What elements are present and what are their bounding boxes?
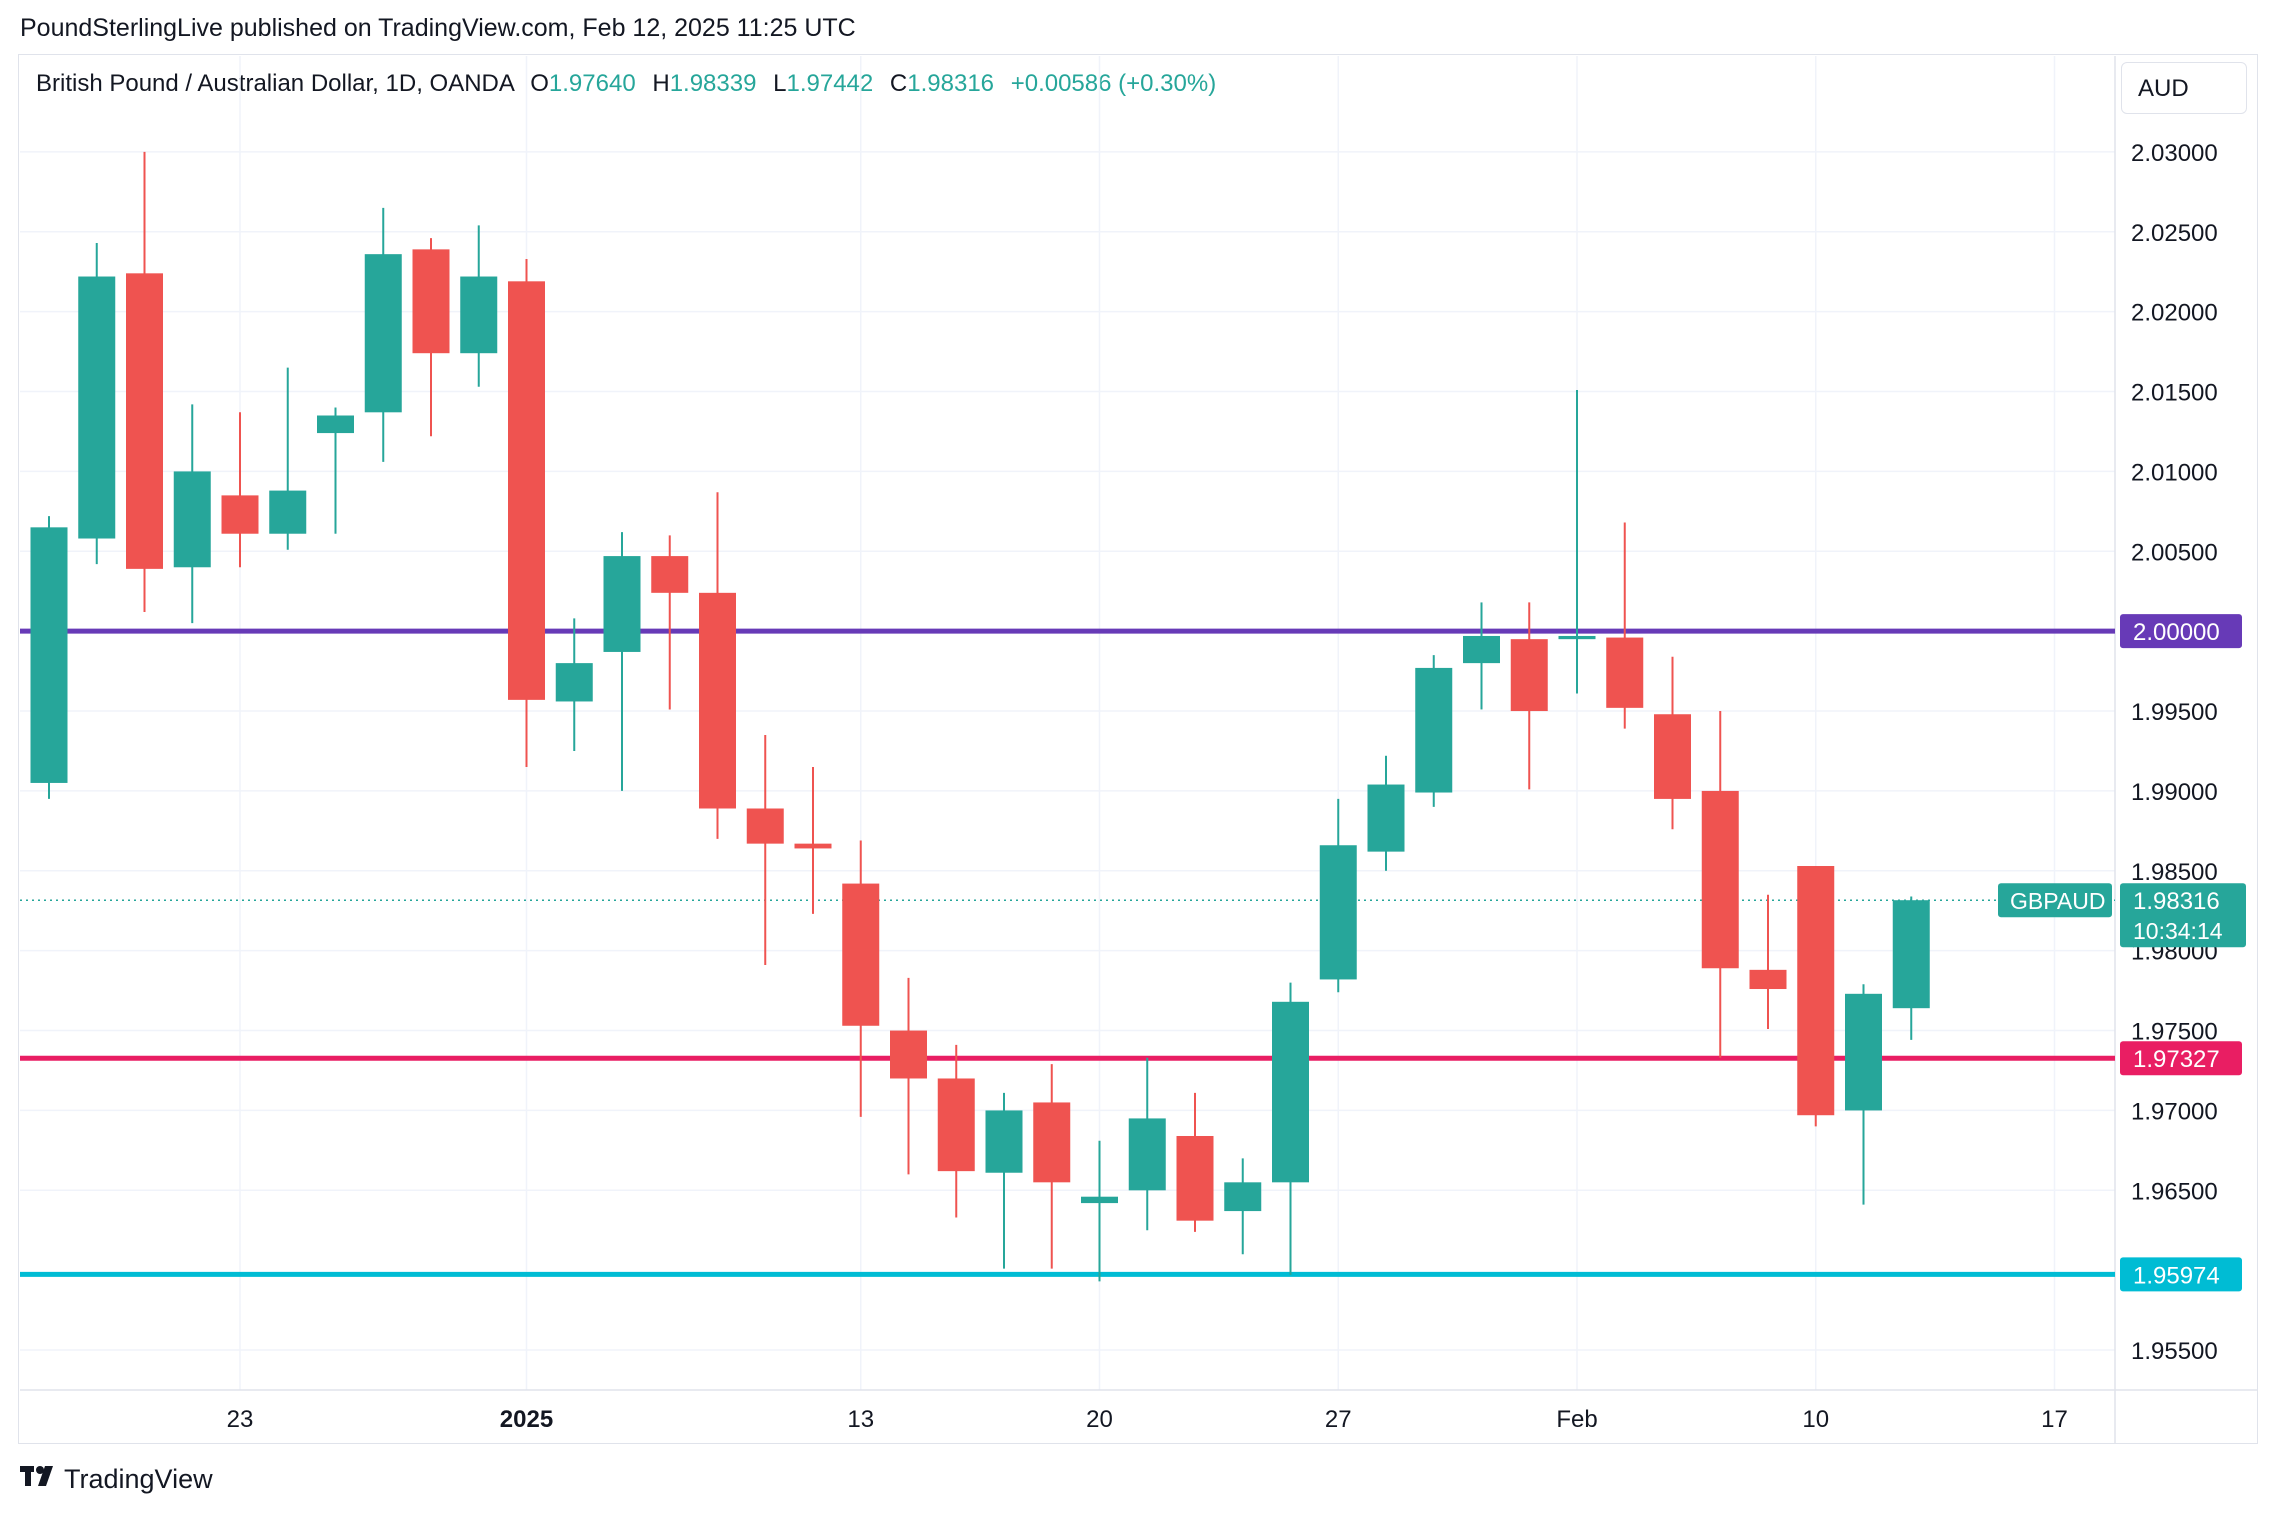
chart-legend: British Pound / Australian Dollar, 1D, O… [36, 70, 1216, 98]
publisher-line: PoundSterlingLive published on TradingVi… [20, 14, 856, 42]
legend-high-label: H [652, 70, 670, 97]
candle-bearish[interactable] [412, 249, 450, 354]
candle-bullish[interactable] [1845, 993, 1882, 1111]
y-tick-label: 1.97000 [2131, 1098, 2218, 1125]
candle-bullish[interactable] [1224, 1182, 1262, 1212]
y-tick-label: 1.99500 [2131, 699, 2218, 726]
candle-bullish[interactable] [555, 663, 593, 702]
candle-bullish[interactable] [1463, 635, 1500, 664]
candle-bullish[interactable] [985, 1110, 1023, 1173]
legend-close-value: 1.98316 [907, 70, 995, 97]
candle-bearish[interactable] [221, 495, 259, 534]
y-tick-label: 2.03000 [2131, 140, 2218, 167]
last-price-label-bg [2120, 883, 2246, 948]
tradingview-brand: TradingView [64, 1464, 213, 1494]
candle-bullish[interactable] [1367, 784, 1405, 852]
currency-selector[interactable]: AUD [2121, 62, 2247, 114]
tradingview-logo-icon [20, 1464, 58, 1495]
candle-bullish[interactable] [269, 490, 307, 534]
candle-bullish[interactable] [460, 276, 498, 354]
candle-bearish[interactable] [746, 808, 784, 844]
legend-open-value: 1.97640 [548, 70, 636, 97]
y-tick-label: 2.02000 [2131, 300, 2218, 327]
chart-frame [18, 54, 2258, 1444]
x-tick-label: 20 [1086, 1406, 1113, 1433]
candle-bearish[interactable] [1033, 1102, 1071, 1183]
x-tick-label: 27 [1325, 1406, 1352, 1433]
candle-bearish[interactable] [794, 843, 832, 849]
level-price-label: 1.97327 [2133, 1046, 2220, 1073]
x-tick-label: 23 [227, 1406, 254, 1433]
level-price-label: 1.95974 [2133, 1262, 2220, 1289]
candle-bearish[interactable] [937, 1078, 975, 1172]
x-tick-label: 17 [2041, 1406, 2068, 1433]
candle-bullish[interactable] [1892, 900, 1930, 1009]
candle-bearish[interactable] [842, 883, 880, 1026]
candle-bullish[interactable] [78, 276, 116, 539]
y-tick-label: 2.02500 [2131, 220, 2218, 247]
candle-bearish[interactable] [1654, 714, 1691, 799]
candle-bearish[interactable] [1606, 637, 1644, 708]
candle-bearish[interactable] [1749, 969, 1787, 990]
tradingview-logo[interactable]: TradingView [20, 1464, 213, 1495]
candle-bullish[interactable] [317, 415, 354, 434]
symbol-tag: GBPAUD [2010, 888, 2105, 914]
legend-low-value: 1.97442 [786, 70, 874, 97]
y-tick-label: 2.01000 [2131, 459, 2218, 486]
candle-bearish[interactable] [651, 556, 689, 593]
candle-bullish[interactable] [173, 471, 211, 568]
y-tick-label: 1.95500 [2131, 1338, 2218, 1365]
candle-bullish[interactable] [1081, 1196, 1118, 1204]
candle-bearish[interactable] [699, 592, 736, 809]
symbol-tag-bg [1998, 883, 2112, 918]
y-tick-label: 2.01500 [2131, 380, 2218, 407]
level-price-label: 2.00000 [2133, 619, 2220, 646]
candle-bearish[interactable] [508, 281, 545, 700]
bar-countdown-label: 10:34:14 [2133, 918, 2223, 944]
candle-bullish[interactable] [1558, 635, 1596, 640]
y-tick-label: 2.00500 [2131, 539, 2218, 566]
y-tick-label: 1.96500 [2131, 1178, 2218, 1205]
legend-instrument: British Pound / Australian Dollar, 1D, O… [36, 70, 514, 97]
x-tick-label: 10 [1802, 1406, 1829, 1433]
x-tick-label: 13 [847, 1406, 874, 1433]
y-tick-label: 1.98500 [2131, 859, 2218, 886]
x-tick-label: Feb [1556, 1406, 1597, 1433]
candle-bullish[interactable] [1415, 667, 1453, 793]
candle-bullish[interactable] [603, 556, 641, 652]
candle-bullish[interactable] [364, 254, 402, 413]
candle-bullish[interactable] [1272, 1001, 1309, 1183]
candle-bearish[interactable] [1176, 1135, 1214, 1221]
y-tick-label: 1.97500 [2131, 1019, 2218, 1046]
candle-bearish[interactable] [1701, 790, 1739, 969]
last-price-label: 1.98316 [2133, 888, 2220, 915]
candle-bearish[interactable] [890, 1030, 927, 1079]
candle-bullish[interactable] [1128, 1118, 1166, 1191]
candle-bearish[interactable] [1510, 639, 1548, 712]
x-tick-label: 2025 [500, 1406, 553, 1433]
legend-open-label: O [530, 70, 549, 97]
level-price-label-bg [2120, 1041, 2242, 1076]
legend-high-value: 1.98339 [669, 70, 757, 97]
legend-low-label: L [773, 70, 787, 97]
candle-bullish[interactable] [1319, 845, 1357, 980]
candle-bullish[interactable] [30, 527, 68, 783]
candle-bearish[interactable] [126, 273, 163, 569]
legend-change: +0.00586 (+0.30%) [1010, 70, 1217, 97]
y-tick-label: 1.99000 [2131, 779, 2218, 806]
level-price-label-bg [2120, 1257, 2242, 1292]
legend-close-label: C [889, 70, 908, 97]
level-price-label-bg [2120, 614, 2242, 649]
candle-bearish[interactable] [1797, 866, 1835, 1116]
